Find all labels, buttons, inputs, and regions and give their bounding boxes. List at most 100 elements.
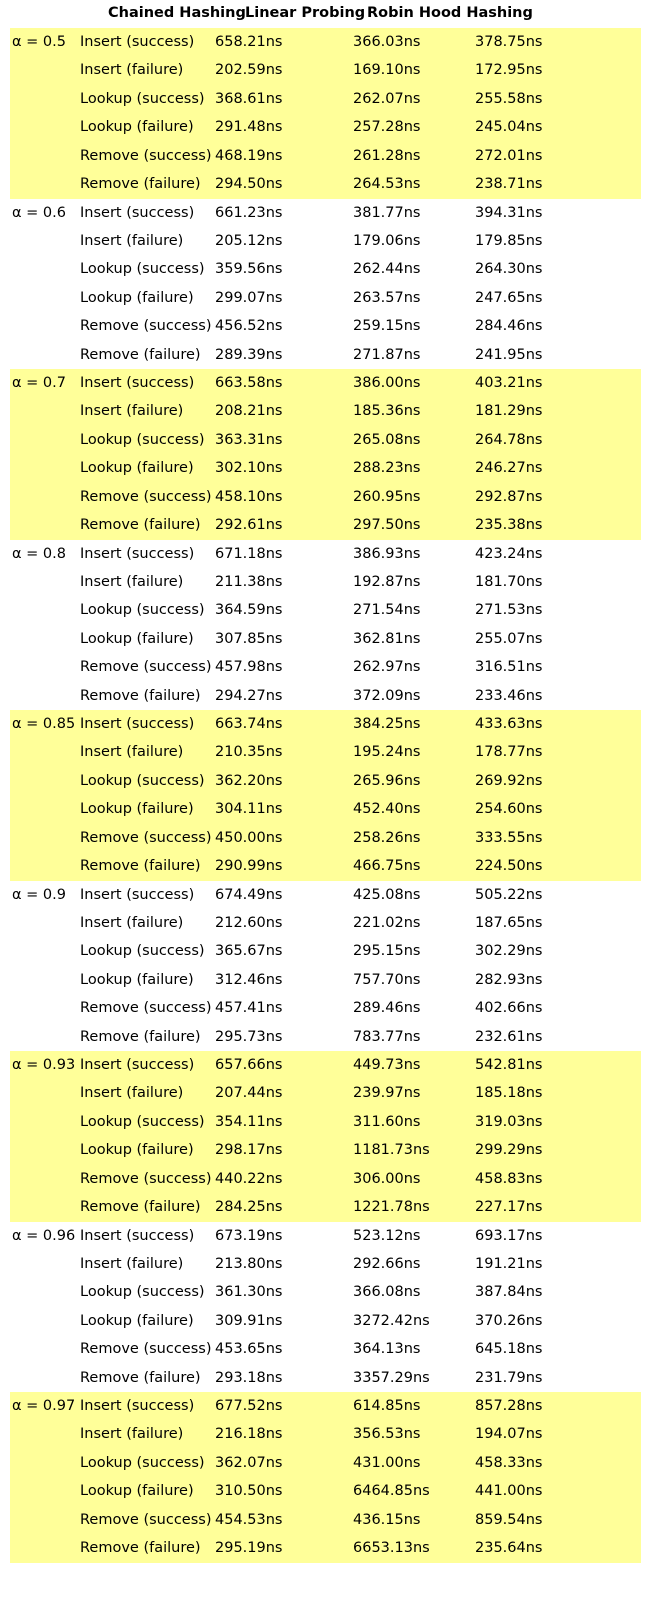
chained-hashing-cell: 304.11ns — [215, 801, 283, 818]
robin-hood-cell: 370.26ns — [475, 1312, 543, 1329]
chained-hashing-cell: 294.50ns — [215, 176, 283, 193]
operation-cell: Remove (failure) — [80, 1028, 201, 1045]
table-row: α = 0.7 Insert (success) 663.58ns 386.00ns 4… — [10, 369, 641, 397]
table-row: Lookup (failure) 310.50ns 6464.85ns 441.00n… — [10, 1477, 641, 1505]
table-row: Remove (success) 450.00ns 258.26ns 333.55ns — [10, 824, 641, 852]
robin-hood-cell: 299.29ns — [475, 1142, 543, 1159]
table-row: Lookup (failure) 309.91ns 3272.42ns 370.26n… — [10, 1307, 641, 1335]
chained-hashing-cell: 312.46ns — [215, 971, 283, 988]
linear-probing-cell: 366.08ns — [353, 1284, 421, 1301]
linear-probing-cell: 356.53ns — [353, 1426, 421, 1443]
chained-hashing-cell: 457.41ns — [215, 1000, 283, 1017]
header-robin-hood-hashing: Robin Hood Hashing — [367, 5, 533, 21]
chained-hashing-cell: 359.56ns — [215, 261, 283, 278]
table-row: Lookup (success) 362.20ns 265.96ns 269.92ns — [10, 767, 641, 795]
operation-cell: Lookup (success) — [80, 1113, 205, 1130]
robin-hood-cell: 232.61ns — [475, 1028, 543, 1045]
table-row: Remove (success) 457.98ns 262.97ns 316.51ns — [10, 653, 641, 681]
table-row: Lookup (success) 368.61ns 262.07ns 255.58ns — [10, 85, 641, 113]
operation-cell: Lookup (success) — [80, 1284, 205, 1301]
robin-hood-cell: 224.50ns — [475, 858, 543, 875]
robin-hood-cell: 423.24ns — [475, 545, 543, 562]
load-factor-group: α = 0.96 Insert (success) 673.19ns 523.12ns… — [10, 1222, 641, 1393]
table-row: α = 0.5 Insert (success) 658.21ns 366.03ns 3… — [10, 28, 641, 56]
robin-hood-cell: 394.31ns — [475, 204, 543, 221]
operation-cell: Insert (success) — [80, 1227, 195, 1244]
linear-probing-cell: 265.08ns — [353, 431, 421, 448]
chained-hashing-cell: 208.21ns — [215, 403, 283, 420]
alpha-label: α = 0.9 — [12, 886, 66, 903]
robin-hood-cell: 187.65ns — [475, 914, 543, 931]
operation-cell: Insert (failure) — [80, 744, 184, 761]
table-row: Remove (failure) 292.61ns 297.50ns 235.38ns — [10, 511, 641, 539]
robin-hood-cell: 172.95ns — [475, 62, 543, 79]
robin-hood-cell: 255.07ns — [475, 630, 543, 647]
robin-hood-cell: 247.65ns — [475, 289, 543, 306]
robin-hood-cell: 859.54ns — [475, 1511, 543, 1528]
linear-probing-cell: 452.40ns — [353, 801, 421, 818]
operation-cell: Lookup (failure) — [80, 1142, 194, 1159]
operation-cell: Insert (success) — [80, 1398, 195, 1414]
robin-hood-cell: 292.87ns — [475, 488, 543, 505]
linear-probing-cell: 263.57ns — [353, 289, 421, 306]
table-row: Lookup (failure) 304.11ns 452.40ns 254.60ns — [10, 795, 641, 823]
chained-hashing-cell: 458.10ns — [215, 488, 283, 505]
robin-hood-cell: 269.92ns — [475, 772, 543, 789]
chained-hashing-cell: 368.61ns — [215, 90, 283, 107]
table-row: Remove (failure) 284.25ns 1221.78ns 227.17n… — [10, 1193, 641, 1221]
linear-probing-cell: 260.95ns — [353, 488, 421, 505]
chained-hashing-cell: 658.21ns — [215, 34, 283, 50]
chained-hashing-cell: 453.65ns — [215, 1341, 283, 1358]
table-row: Insert (failure) 205.12ns 179.06ns 179.85ns — [10, 227, 641, 255]
table-row: Lookup (success) 359.56ns 262.44ns 264.30ns — [10, 255, 641, 283]
operation-cell: Remove (failure) — [80, 517, 201, 534]
chained-hashing-cell: 671.18ns — [215, 545, 283, 562]
linear-probing-cell: 179.06ns — [353, 232, 421, 249]
linear-probing-cell: 311.60ns — [353, 1113, 421, 1130]
load-factor-group: α = 0.7 Insert (success) 663.58ns 386.00ns 4… — [10, 369, 641, 540]
alpha-label: α = 0.5 — [12, 34, 66, 50]
linear-probing-cell: 386.93ns — [353, 545, 421, 562]
chained-hashing-cell: 284.25ns — [215, 1199, 283, 1216]
chained-hashing-cell: 290.99ns — [215, 858, 283, 875]
table-row: Lookup (success) 365.67ns 295.15ns 302.29ns — [10, 937, 641, 965]
operation-cell: Remove (failure) — [80, 1540, 201, 1557]
load-factor-group: α = 0.97 Insert (success) 677.52ns 614.85ns… — [10, 1392, 641, 1563]
table-row: Remove (success) 456.52ns 259.15ns 284.46ns — [10, 312, 641, 340]
linear-probing-cell: 436.15ns — [353, 1511, 421, 1528]
robin-hood-cell: 246.27ns — [475, 460, 543, 477]
table-row: α = 0.85 Insert (success) 663.74ns 384.25ns… — [10, 710, 641, 738]
operation-cell: Remove (success) — [80, 318, 212, 335]
chained-hashing-cell: 202.59ns — [215, 62, 283, 79]
table-row: Insert (failure) 210.35ns 195.24ns 178.77ns — [10, 738, 641, 766]
chained-hashing-cell: 302.10ns — [215, 460, 283, 477]
table-row: Lookup (failure) 302.10ns 288.23ns 246.27ns — [10, 454, 641, 482]
operation-cell: Insert (failure) — [80, 1085, 184, 1102]
table-row: α = 0.96 Insert (success) 673.19ns 523.12ns… — [10, 1222, 641, 1250]
robin-hood-cell: 378.75ns — [475, 34, 543, 50]
operation-cell: Lookup (failure) — [80, 801, 194, 818]
linear-probing-cell: 431.00ns — [353, 1454, 421, 1471]
operation-cell: Insert (success) — [80, 545, 195, 562]
operation-cell: Lookup (failure) — [80, 630, 194, 647]
linear-probing-cell: 362.81ns — [353, 630, 421, 647]
operation-cell: Lookup (success) — [80, 261, 205, 278]
robin-hood-cell: 505.22ns — [475, 886, 543, 903]
robin-hood-cell: 179.85ns — [475, 232, 543, 249]
operation-cell: Insert (success) — [80, 716, 195, 732]
alpha-label: α = 0.97 — [12, 1398, 76, 1414]
table-row: Lookup (success) 364.59ns 271.54ns 271.53ns — [10, 596, 641, 624]
operation-cell: Remove (success) — [80, 488, 212, 505]
robin-hood-cell: 238.71ns — [475, 176, 543, 193]
header-linear-probing: Linear Probing — [245, 5, 366, 21]
chained-hashing-cell: 309.91ns — [215, 1312, 283, 1329]
operation-cell: Insert (failure) — [80, 573, 184, 590]
robin-hood-cell: 233.46ns — [475, 687, 543, 704]
linear-probing-cell: 783.77ns — [353, 1028, 421, 1045]
load-factor-group: α = 0.6 Insert (success) 661.23ns 381.77ns 3… — [10, 199, 641, 370]
linear-probing-cell: 265.96ns — [353, 772, 421, 789]
robin-hood-cell: 857.28ns — [475, 1398, 543, 1414]
chained-hashing-cell: 674.49ns — [215, 886, 283, 903]
operation-cell: Insert (failure) — [80, 403, 184, 420]
table-header: Chained Hashing Linear Probing Robin Hoo… — [0, 0, 662, 28]
